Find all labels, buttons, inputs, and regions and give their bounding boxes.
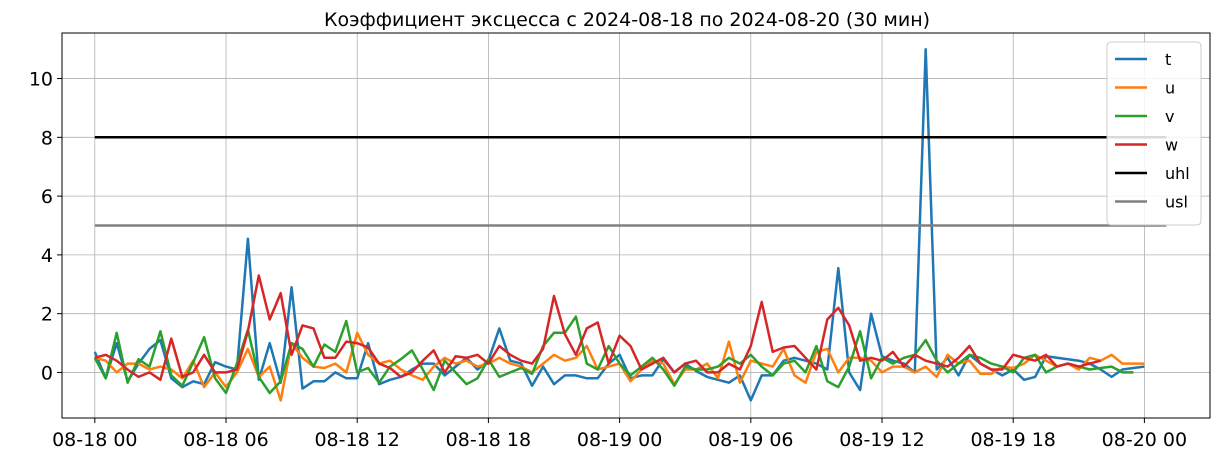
y-tick-label: 6 — [41, 186, 53, 208]
x-axis: 08-18 00 08-18 06 08-18 12 08-18 18 08-19 00… — [52, 418, 1187, 451]
y-tick-label: 0 — [41, 362, 53, 384]
x-tick-label: 08-18 00 — [52, 429, 137, 451]
chart-title: Коэффициент эксцесса с 2024-08-18 по 202… — [324, 9, 930, 31]
plot-series — [93, 47, 1167, 402]
legend-label-t: t — [1165, 50, 1171, 69]
x-tick-label: 08-19 12 — [839, 429, 924, 451]
legend-label-uhl: uhl — [1165, 164, 1190, 183]
series-line-v — [93, 315, 1134, 395]
x-tick-label: 08-19 06 — [708, 429, 793, 451]
y-tick-label: 4 — [41, 245, 53, 267]
legend-label-w: w — [1165, 136, 1178, 155]
series-line-w — [94, 274, 1102, 382]
legend-label-usl: usl — [1165, 193, 1188, 212]
y-tick-label: 8 — [41, 127, 53, 149]
x-tick-label: 08-18 06 — [183, 429, 268, 451]
x-tick-label: 08-20 00 — [1102, 429, 1187, 451]
x-tick-label: 08-18 12 — [314, 429, 399, 451]
y-tick-label: 10 — [29, 69, 53, 91]
legend-label-u: u — [1165, 79, 1175, 98]
y-tick-label: 2 — [41, 304, 53, 326]
x-tick-label: 08-18 18 — [446, 429, 531, 451]
x-tick-label: 08-19 00 — [577, 429, 662, 451]
x-tick-label: 08-19 18 — [970, 429, 1055, 451]
legend-label-v: v — [1165, 107, 1174, 126]
plot-frame — [61, 32, 1211, 419]
y-axis: 0 2 4 6 8 10 — [29, 69, 62, 384]
